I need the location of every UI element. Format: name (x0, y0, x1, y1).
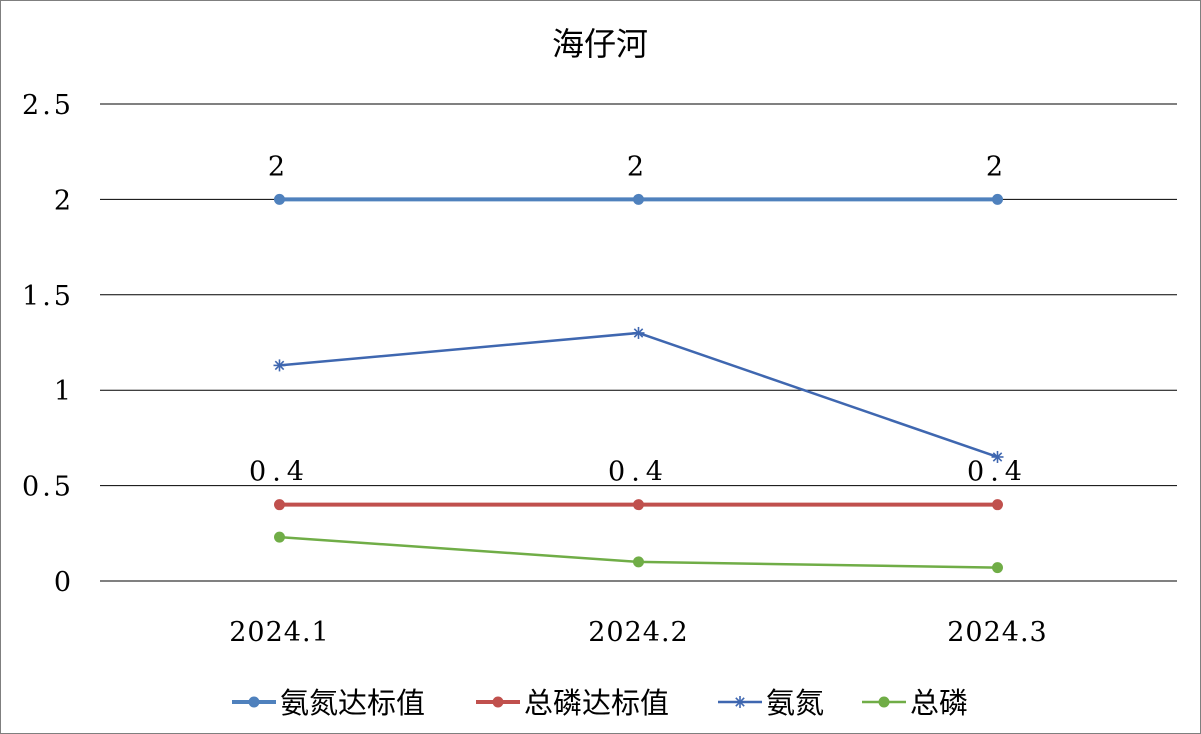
legend: 氨氮达标值 总磷达标值 氨氮 总磷 (232, 686, 968, 720)
data-point (633, 556, 644, 568)
data-point (273, 359, 286, 372)
legend-swatch-marker (248, 696, 260, 708)
x-tick-label: 2024.3 (947, 617, 1047, 648)
y-tick-label: 2 (54, 185, 74, 216)
data-point (992, 193, 1003, 205)
data-point (633, 193, 644, 205)
data-point (632, 326, 645, 339)
legend-swatch-marker (878, 696, 890, 708)
legend-item: 总磷达标值 (476, 686, 669, 720)
data-label: 0.4 (249, 457, 310, 488)
data-label: 0.4 (967, 457, 1028, 488)
legend-item: 氨氮 (718, 686, 824, 720)
data-point (633, 499, 644, 511)
y-tick-label: 1.5 (22, 281, 74, 312)
data-point (274, 499, 285, 511)
y-tick-label: 0.5 (22, 472, 74, 503)
data-point (991, 450, 1004, 463)
legend-item: 总磷 (862, 686, 968, 720)
series-layer (273, 193, 1004, 574)
data-point (274, 531, 285, 543)
legend-swatch-marker (492, 696, 504, 708)
y-tick-label: 0 (54, 567, 74, 598)
data-label: 2 (627, 151, 650, 182)
series-line (278, 331, 999, 459)
legend-swatch-marker (734, 696, 746, 708)
data-labels: 2 2 2 0.4 0.4 0.4 (249, 151, 1028, 488)
series-3 (273, 326, 1004, 463)
legend-label: 总磷达标值 (524, 686, 669, 720)
legend-label: 氨氮 (766, 686, 824, 720)
x-tick-label: 2024.2 (588, 617, 688, 648)
legend-item: 氨氮达标值 (232, 686, 425, 720)
data-label: 0.4 (608, 457, 669, 488)
series-2 (274, 499, 1003, 511)
legend-label: 氨氮达标值 (280, 686, 425, 720)
chart-title: 海仔河 (552, 25, 648, 63)
x-axis-ticks: 2024.1 2024.2 2024.3 (229, 617, 1047, 648)
legend-label: 总磷 (910, 686, 968, 720)
data-label: 2 (986, 151, 1009, 182)
series-1 (274, 193, 1003, 205)
y-tick-label: 2.5 (22, 90, 74, 121)
y-tick-label: 1 (54, 376, 74, 407)
x-tick-label: 2024.1 (229, 617, 329, 648)
data-point (274, 193, 285, 205)
data-label: 2 (268, 151, 291, 182)
series-4 (274, 531, 1003, 574)
data-point (992, 499, 1003, 511)
data-point (992, 562, 1003, 574)
y-axis-ticks: 0 0.5 1 1.5 2 2.5 (22, 90, 74, 598)
